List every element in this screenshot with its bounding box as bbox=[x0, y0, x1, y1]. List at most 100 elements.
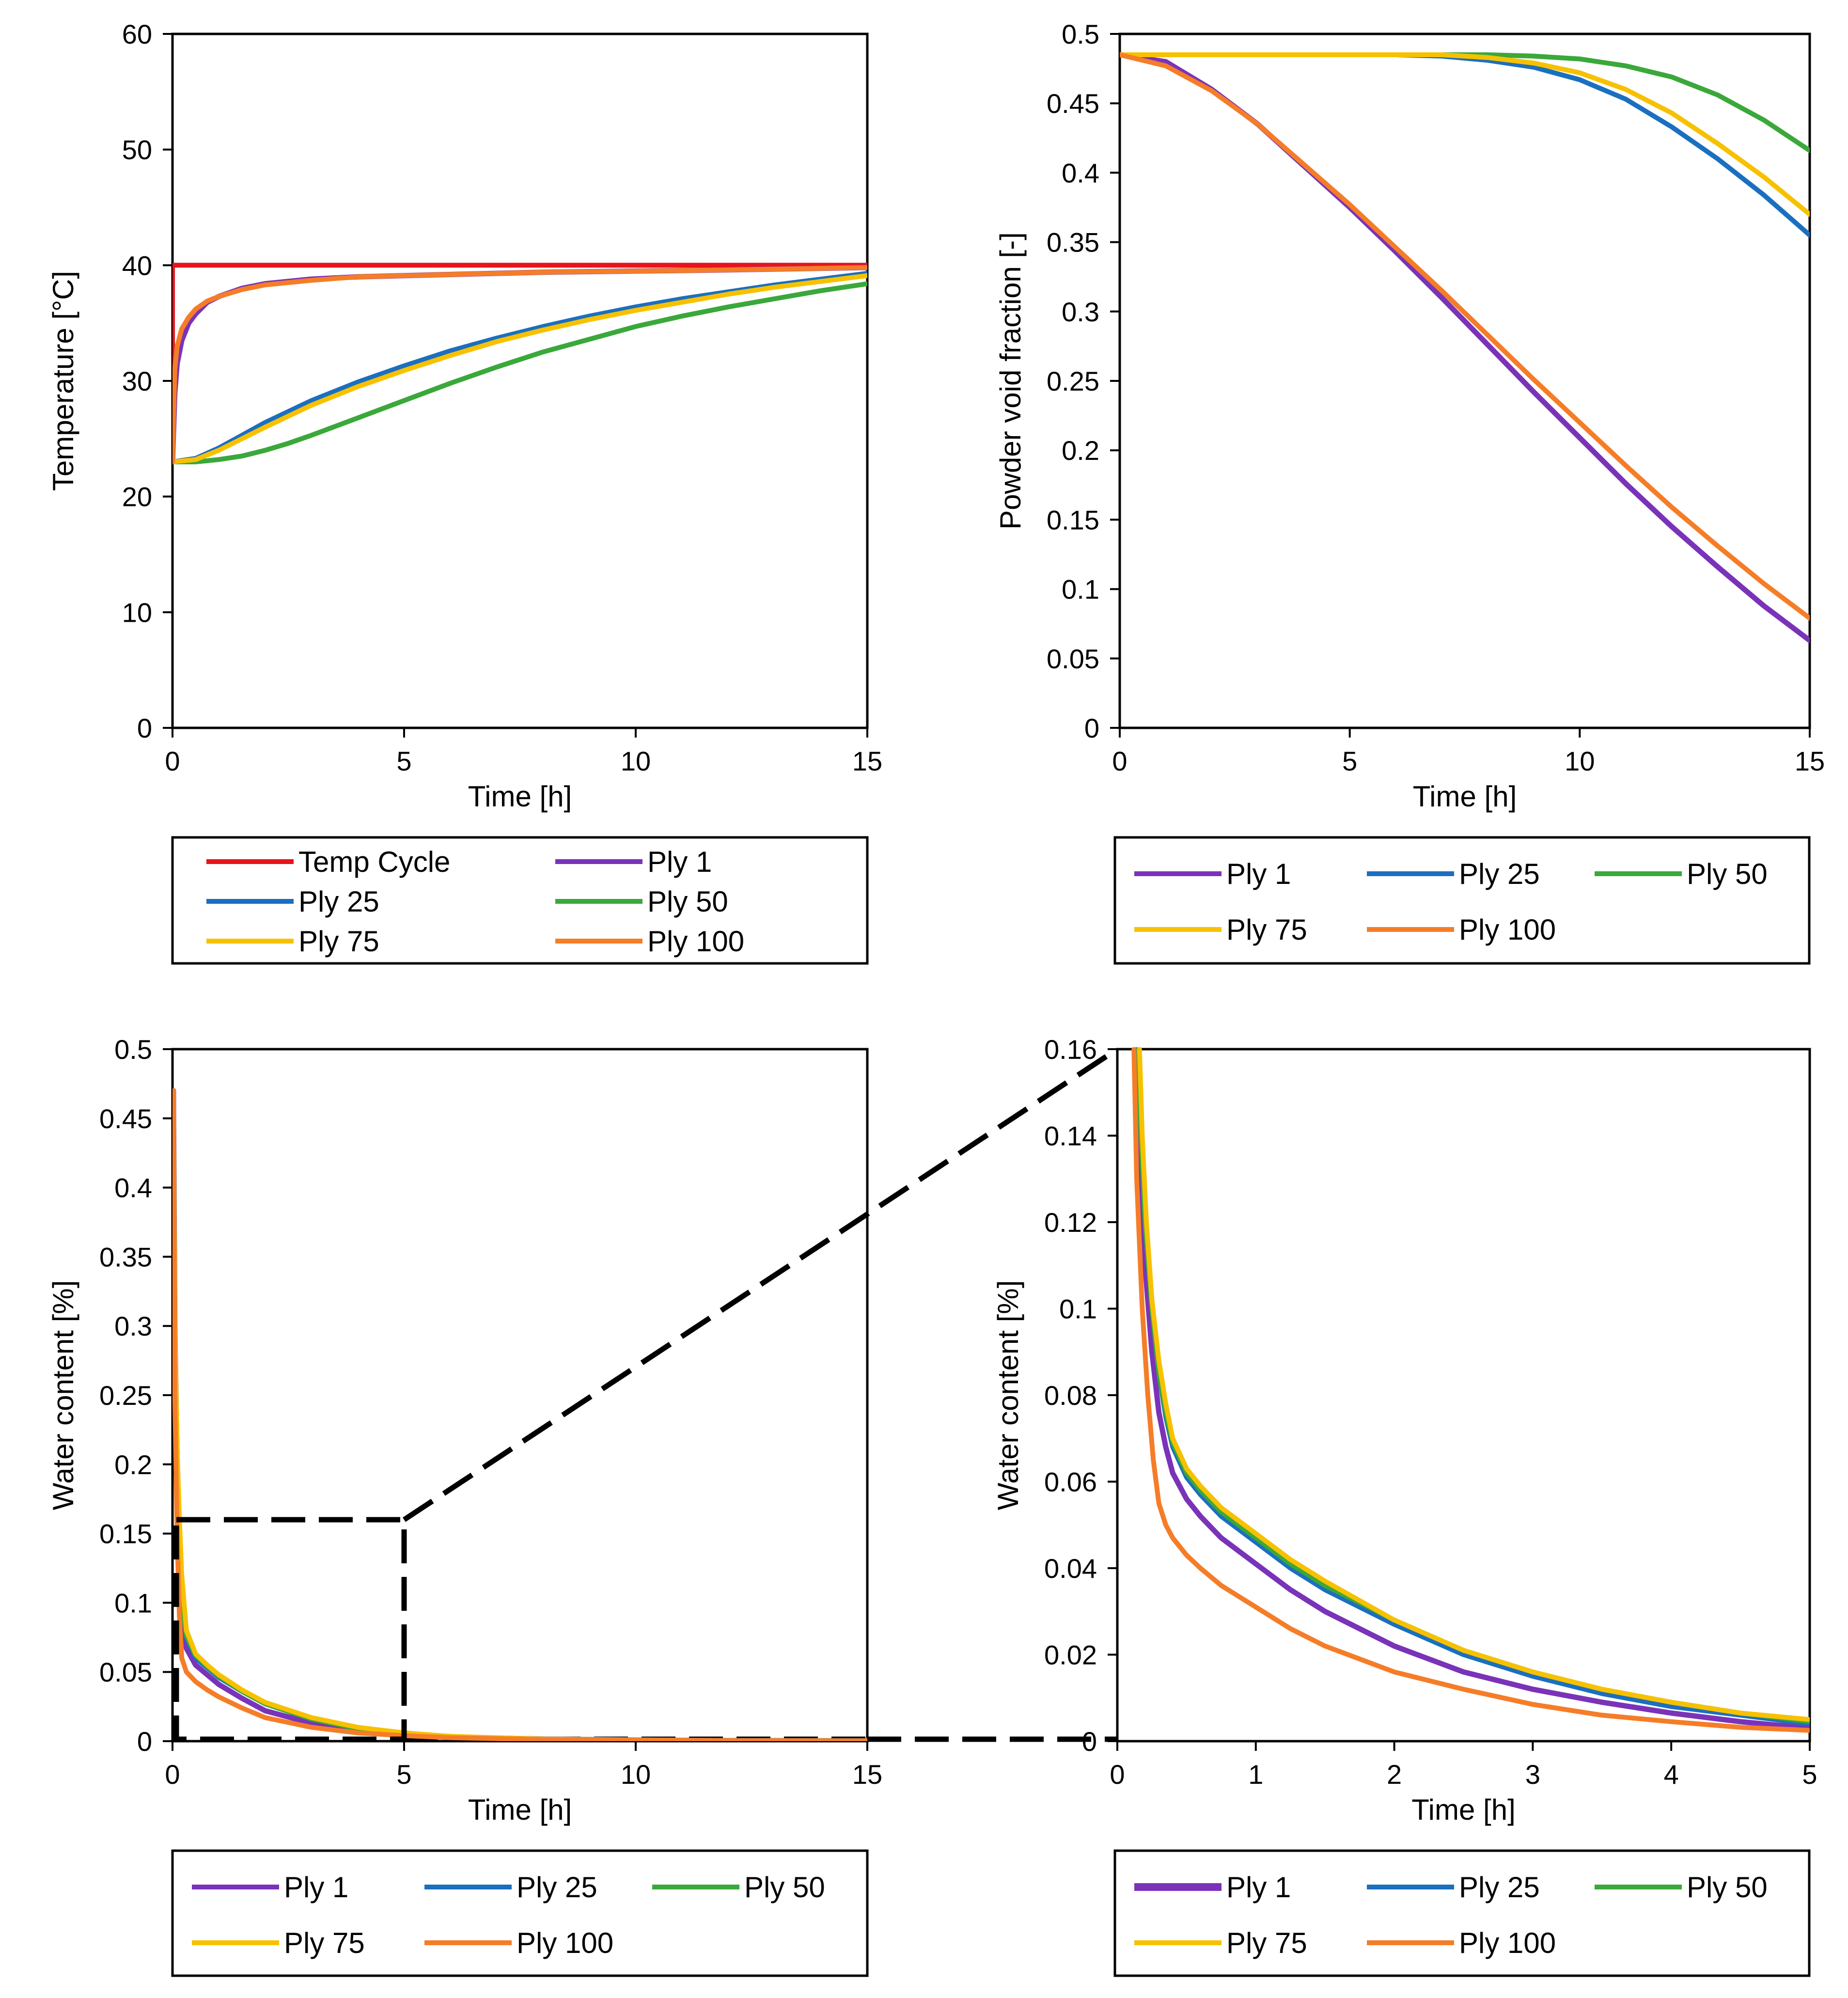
legend-label: Ply 75 bbox=[284, 1927, 365, 1959]
y-tick-label: 20 bbox=[122, 482, 152, 512]
y-tick-label: 60 bbox=[122, 19, 152, 49]
legend-label: Ply 100 bbox=[517, 1927, 613, 1959]
series-line-ply-1 bbox=[1132, 1047, 1810, 1731]
legend-item: Ply 75 bbox=[206, 925, 379, 958]
x-tick-label: 5 bbox=[1342, 746, 1357, 776]
y-tick-label: 0.06 bbox=[1044, 1467, 1097, 1497]
legend-item: Ply 1 bbox=[1134, 1871, 1291, 1904]
legend-label: Ply 100 bbox=[647, 925, 744, 958]
legend: Ply 1 Ply 25 Ply 50 Ply 75 Ply 100 bbox=[1113, 836, 1811, 965]
series-line-ply-100 bbox=[172, 1088, 867, 1741]
y-tick-label: 0.25 bbox=[1047, 366, 1099, 396]
legend: Ply 1 Ply 25 Ply 50 Ply 75 Ply 100 bbox=[1113, 1849, 1811, 1977]
legend-label: Ply 100 bbox=[1459, 1927, 1556, 1959]
x-tick-label: 5 bbox=[396, 1759, 411, 1790]
legend: Ply 1 Ply 25 Ply 50 Ply 75 Ply 100 bbox=[171, 1849, 869, 1977]
y-tick-label: 0.4 bbox=[114, 1173, 152, 1203]
x-tick-label: 0 bbox=[165, 1759, 180, 1790]
y-tick-label: 0.2 bbox=[1062, 435, 1099, 466]
legend-item: Ply 100 bbox=[1367, 1927, 1556, 1959]
zoom-region-box bbox=[173, 1517, 407, 1742]
series-lines bbox=[1120, 52, 1810, 644]
water-content-chart: 0 5 10 15 0 0.05 0.1 0.15 0.2 0.25 0.3 0.35 0.4 0.45 0… bbox=[47, 1034, 882, 1977]
x-tick-label: 5 bbox=[1802, 1759, 1817, 1790]
y-tick-label: 0.5 bbox=[114, 1034, 152, 1065]
y-tick-label: 0.15 bbox=[1047, 504, 1099, 535]
x-tick-label: 10 bbox=[621, 1759, 651, 1790]
y-tick-label: 0 bbox=[137, 1726, 152, 1757]
y-tick-label: 0.35 bbox=[99, 1242, 152, 1272]
series-line-ply-100 bbox=[172, 265, 867, 465]
legend-label: Temp Cycle bbox=[298, 846, 450, 878]
legend-item: Ply 25 bbox=[1367, 858, 1540, 890]
legend-label: Ply 1 bbox=[647, 846, 712, 878]
x-tick-label: 3 bbox=[1525, 1759, 1540, 1790]
x-tick-label: 4 bbox=[1664, 1759, 1679, 1790]
y-tick-label: 0.3 bbox=[1062, 297, 1099, 327]
x-axis-title: Time [h] bbox=[1411, 1793, 1515, 1826]
series-lines bbox=[172, 263, 867, 465]
legend-label: Ply 25 bbox=[517, 1871, 597, 1904]
series-line-ply-100 bbox=[1120, 52, 1810, 621]
legend-label: Ply 50 bbox=[1687, 858, 1768, 890]
legend-item: Ply 1 bbox=[1134, 858, 1291, 890]
y-tick-label: 0.12 bbox=[1044, 1207, 1097, 1238]
y-tick-label: 0.45 bbox=[99, 1103, 152, 1134]
legend-label: Ply 75 bbox=[1226, 1927, 1307, 1959]
void-fraction-chart: 0 5 10 15 0 0.05 0.1 0.15 0.2 0.25 0.3 0.35 0.4 0.45 0… bbox=[994, 19, 1825, 965]
legend-label: Ply 25 bbox=[298, 885, 379, 918]
x-tick-label: 1 bbox=[1248, 1759, 1263, 1790]
legend-item: Ply 50 bbox=[1595, 1871, 1768, 1904]
y-tick-label: 0.2 bbox=[114, 1449, 152, 1480]
legend-label: Ply 1 bbox=[1226, 1871, 1291, 1904]
y-tick-label: 0.3 bbox=[114, 1311, 152, 1341]
y-tick-label: 0.05 bbox=[1047, 644, 1099, 674]
series-line-temp-cycle bbox=[172, 263, 867, 465]
y-tick-label: 0.25 bbox=[99, 1380, 152, 1411]
legend-item: Ply 25 bbox=[424, 1871, 597, 1904]
series-line-ply-75 bbox=[1137, 1047, 1810, 1722]
legend-item: Ply 75 bbox=[192, 1927, 365, 1959]
legend-item: Ply 75 bbox=[1134, 913, 1307, 946]
legend-item: Ply 100 bbox=[424, 1927, 613, 1959]
y-axis-title: Water content [%] bbox=[47, 1280, 79, 1510]
x-tick-label: 15 bbox=[1795, 746, 1825, 776]
legend-label: Ply 75 bbox=[298, 925, 379, 958]
y-tick-label: 0.45 bbox=[1047, 88, 1099, 119]
y-axis-title: Water content [%] bbox=[992, 1280, 1024, 1510]
legend-item: Ply 100 bbox=[1367, 913, 1556, 946]
series-line-ply-75 bbox=[172, 273, 867, 465]
legend-box bbox=[1113, 836, 1811, 965]
x-axis-title: Time [h] bbox=[468, 780, 572, 813]
legend-item: Ply 1 bbox=[555, 846, 712, 878]
legend-label: Ply 25 bbox=[1459, 1871, 1540, 1904]
x-tick-label: 0 bbox=[1110, 1759, 1125, 1790]
y-tick-label: 0.05 bbox=[99, 1657, 152, 1687]
x-tick-label: 0 bbox=[165, 746, 180, 776]
legend-item: Ply 100 bbox=[555, 925, 744, 958]
y-tick-label: 40 bbox=[122, 250, 152, 281]
series-line-ply-75 bbox=[1120, 52, 1810, 217]
y-tick-label: 30 bbox=[122, 366, 152, 396]
y-tick-label: 0 bbox=[137, 713, 152, 743]
y-tick-label: 0 bbox=[1084, 713, 1099, 743]
x-tick-label: 2 bbox=[1387, 1759, 1402, 1790]
y-tick-label: 0.16 bbox=[1044, 1034, 1097, 1065]
y-tick-label: 0.15 bbox=[99, 1519, 152, 1549]
x-tick-label: 15 bbox=[852, 746, 882, 776]
legend-item: Ply 75 bbox=[1134, 1927, 1307, 1959]
legend-item: Ply 25 bbox=[1367, 1871, 1540, 1904]
x-tick-label: 5 bbox=[396, 746, 411, 776]
y-tick-label: 0.02 bbox=[1044, 1640, 1097, 1670]
series-line-ply-100 bbox=[1131, 1047, 1810, 1733]
legend-item: Ply 50 bbox=[652, 1871, 825, 1904]
legend-item: Temp Cycle bbox=[206, 846, 450, 878]
y-tick-label: 0.08 bbox=[1044, 1380, 1097, 1411]
y-tick-label: 0.14 bbox=[1044, 1121, 1097, 1151]
series-lines bbox=[1131, 1047, 1810, 1733]
y-tick-label: 0.1 bbox=[114, 1588, 152, 1618]
y-tick-label: 0.04 bbox=[1044, 1553, 1097, 1584]
water-content-zoom-chart: 0 1 2 3 4 5 0 0.02 0.04 0.06 0.08 0.1 0.12 0.14 0.16 Ti… bbox=[992, 1034, 1817, 1977]
legend-label: Ply 1 bbox=[284, 1871, 348, 1904]
